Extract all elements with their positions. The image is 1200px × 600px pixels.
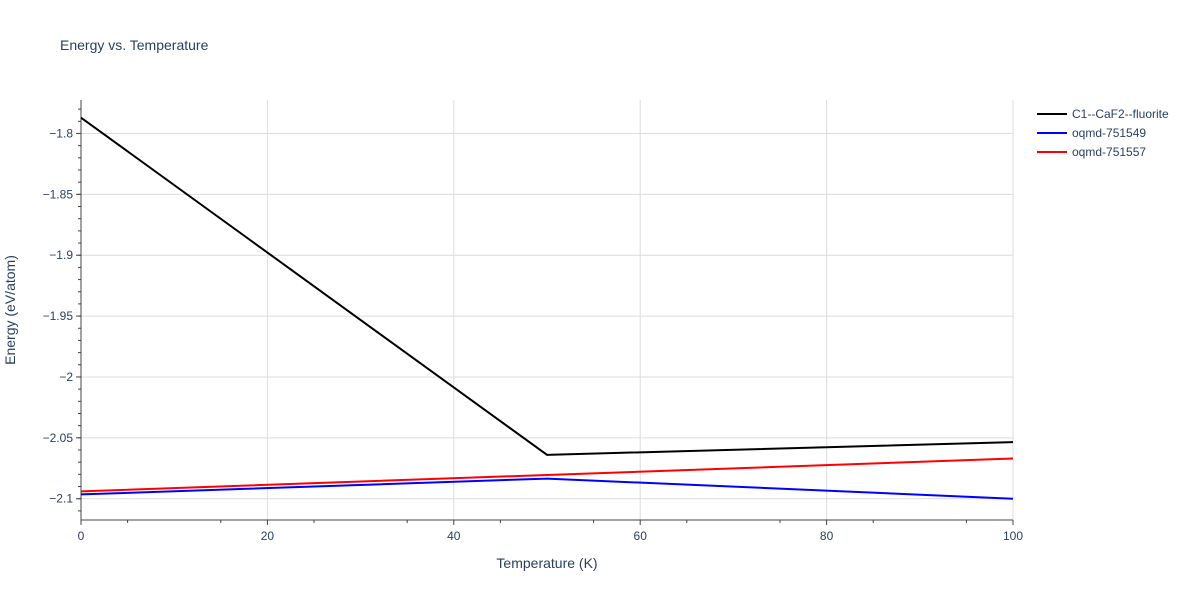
- ticks: 0 20 40 60 80 100 −1.8 −1.85 −1.9 −1.95 −2 −2.05 −2.…: [43, 108, 1023, 543]
- grid: [81, 100, 1014, 520]
- x-tick-label: 40: [447, 529, 461, 543]
- y-tick-label: −1.8: [49, 126, 73, 140]
- series-line[interactable]: [80, 477, 1014, 500]
- y-tick-label: −1.85: [43, 187, 74, 201]
- y-tick-label: −2.1: [49, 492, 73, 506]
- x-tick-label: 20: [261, 529, 275, 543]
- x-axis-title: Temperature (K): [496, 555, 597, 571]
- legend-label: oqmd-751557: [1072, 145, 1146, 159]
- legend-label: oqmd-751549: [1072, 126, 1146, 140]
- axes: [80, 100, 1013, 521]
- x-tick-label: 0: [78, 529, 85, 543]
- legend-item[interactable]: oqmd-751549: [1037, 126, 1146, 140]
- series-line[interactable]: [80, 457, 1014, 493]
- y-tick-label: −1.95: [43, 309, 74, 323]
- legend-label: C1--CaF2--fluorite: [1072, 107, 1169, 121]
- x-tick-label: 100: [1003, 529, 1023, 543]
- x-tick-label: 80: [820, 529, 834, 543]
- series-group: [80, 116, 1014, 500]
- y-tick-label: −1.9: [49, 248, 73, 262]
- chart-title: Energy vs. Temperature: [60, 37, 209, 53]
- legend[interactable]: C1--CaF2--fluorite oqmd-751549 oqmd-751557: [1037, 107, 1169, 159]
- legend-item[interactable]: C1--CaF2--fluorite: [1037, 107, 1169, 121]
- y-tick-label: −2: [59, 370, 73, 384]
- legend-item[interactable]: oqmd-751557: [1037, 145, 1146, 159]
- series-line[interactable]: [80, 116, 1014, 456]
- y-tick-label: −2.05: [43, 431, 74, 445]
- x-tick-label: 60: [634, 529, 648, 543]
- y-axis-title: Energy (eV/atom): [2, 255, 18, 365]
